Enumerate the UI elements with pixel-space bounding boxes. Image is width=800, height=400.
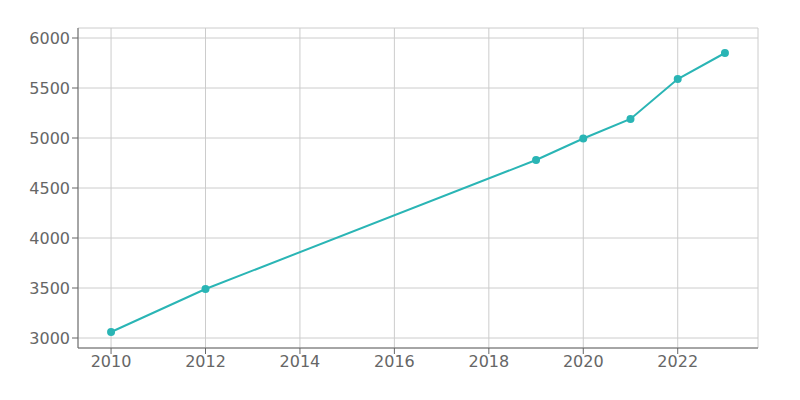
svg-text:2014: 2014 bbox=[280, 352, 321, 371]
svg-text:3000: 3000 bbox=[29, 329, 70, 348]
svg-text:4000: 4000 bbox=[29, 229, 70, 248]
svg-text:3500: 3500 bbox=[29, 279, 70, 298]
svg-text:5500: 5500 bbox=[29, 79, 70, 98]
svg-text:2010: 2010 bbox=[91, 352, 132, 371]
svg-text:6000: 6000 bbox=[29, 29, 70, 48]
svg-text:2016: 2016 bbox=[374, 352, 415, 371]
svg-text:2012: 2012 bbox=[185, 352, 226, 371]
svg-text:5000: 5000 bbox=[29, 129, 70, 148]
svg-text:2020: 2020 bbox=[563, 352, 604, 371]
svg-text:4500: 4500 bbox=[29, 179, 70, 198]
svg-text:2022: 2022 bbox=[657, 352, 698, 371]
svg-text:2018: 2018 bbox=[468, 352, 509, 371]
